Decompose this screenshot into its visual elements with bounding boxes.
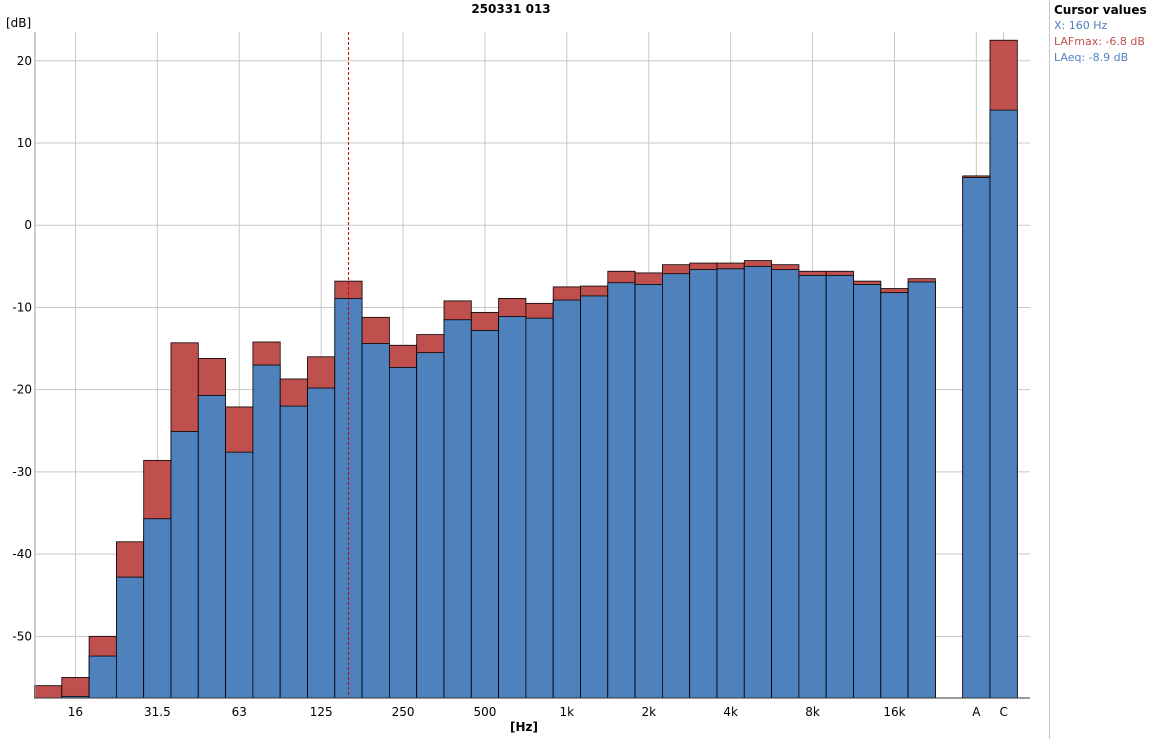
bar-laeq xyxy=(279,405,308,699)
x-tick-label: 250 xyxy=(392,705,415,719)
bar-laeq xyxy=(634,284,663,699)
bar-lafmax xyxy=(61,677,90,699)
x-tick-label: 16k xyxy=(883,705,905,719)
bar-laeq xyxy=(498,316,527,699)
bar-laeq xyxy=(116,576,145,699)
bar-laeq xyxy=(989,109,1018,699)
x-tick-label: 500 xyxy=(473,705,496,719)
bar-laeq xyxy=(552,299,581,699)
cursor-lafmax-value: LAFmax: -6.8 dB xyxy=(1054,35,1145,48)
bar-laeq xyxy=(880,292,909,699)
y-tick-label: 20 xyxy=(17,54,32,68)
axes xyxy=(34,32,1030,699)
x-tick-label: 125 xyxy=(310,705,333,719)
x-tick-label: 16 xyxy=(68,705,83,719)
y-tick-label: -20 xyxy=(12,383,32,397)
bar-laeq xyxy=(662,273,691,699)
bar-laeq xyxy=(307,387,336,699)
y-tick-label: 0 xyxy=(24,218,32,232)
chart-title: 250331 013 xyxy=(471,2,550,16)
x-tick-label: 1k xyxy=(560,705,575,719)
x-axis-label: [Hz] xyxy=(510,720,538,734)
bar-laeq xyxy=(525,317,554,699)
x-tick-label: 4k xyxy=(723,705,738,719)
y-axis-label: [dB] xyxy=(6,16,31,30)
bar-laeq xyxy=(252,364,281,699)
bar-laeq xyxy=(607,282,636,699)
x-tick-label: 31.5 xyxy=(144,705,171,719)
x-tick-labels: 16 31.5 63 125 250 500 1k 2k 4k 8k 16k A C xyxy=(68,705,1008,719)
bar-laeq xyxy=(798,274,827,699)
y-tick-label: -10 xyxy=(12,300,32,314)
bar-laeq xyxy=(907,281,936,699)
spectrum-chart[interactable]: 20 10 0 -10 -20 -30 -40 -50 16 31.5 63 125 250 500 1k… xyxy=(0,0,1048,739)
bar-laeq xyxy=(825,274,854,699)
bar-laeq xyxy=(716,268,745,699)
bar-laeq xyxy=(170,431,199,699)
y-tick-label: -50 xyxy=(12,629,32,643)
bar-laeq xyxy=(388,367,418,699)
bar-laeq xyxy=(361,343,390,699)
bar-laeq xyxy=(143,518,172,699)
cursor-values-panel: Cursor values X: 160 Hz LAFmax: -6.8 dB … xyxy=(1049,0,1158,739)
cursor-panel-title: Cursor values xyxy=(1054,3,1147,17)
y-tick-label: -30 xyxy=(12,465,32,479)
y-tick-label: 10 xyxy=(17,136,32,150)
bar-laeq xyxy=(443,319,472,699)
bar-series xyxy=(34,39,1018,699)
x-tick-label: A xyxy=(972,705,981,719)
x-tick-label: C xyxy=(999,705,1007,719)
bar-laeq xyxy=(580,295,609,699)
bar-laeq xyxy=(470,330,499,699)
cursor-laeq-value: LAeq: -8.9 dB xyxy=(1054,51,1129,64)
x-tick-label: 2k xyxy=(641,705,656,719)
cursor-x-value: X: 160 Hz xyxy=(1054,19,1108,32)
bar-laeq xyxy=(771,269,800,699)
bar-laeq xyxy=(743,265,772,699)
x-tick-label: 63 xyxy=(232,705,247,719)
bar-laeq xyxy=(689,269,718,699)
bar-laeq xyxy=(197,395,227,699)
bar-laeq xyxy=(962,177,991,699)
y-tick-labels: 20 10 0 -10 -20 -30 -40 -50 xyxy=(12,54,32,644)
bar-laeq xyxy=(853,284,882,699)
bar-laeq xyxy=(88,655,117,699)
y-tick-label: -40 xyxy=(12,547,32,561)
bar-lafmax xyxy=(34,685,63,699)
bar-laeq xyxy=(416,352,445,699)
bar-laeq xyxy=(225,451,254,699)
x-tick-label: 8k xyxy=(805,705,820,719)
